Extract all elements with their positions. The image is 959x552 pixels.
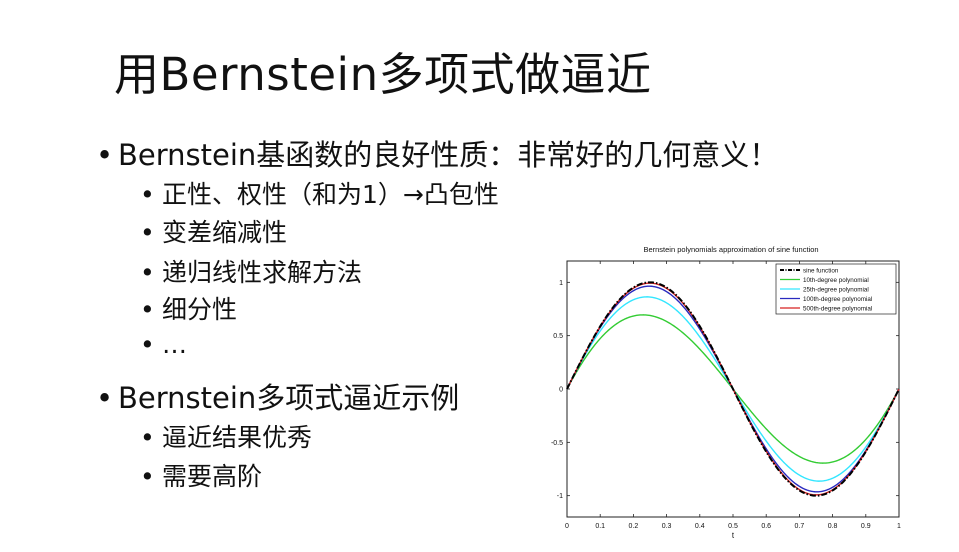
bullet-text: 正性、权性（和为1）→凸包性 [162, 180, 499, 209]
x-tick-label: 0.2 [629, 523, 639, 530]
bullet-dot: • [96, 138, 114, 172]
bullet-text: 逼近结果优秀 [162, 423, 313, 452]
bullet-item: • 变差缩减性 [140, 213, 287, 249]
chart-title: Bernstein polynomials approximation of s… [643, 245, 818, 254]
legend-label: 100th-degree polynomial [803, 296, 872, 303]
bullet-item: •… [140, 330, 187, 359]
bullet-text: 细分性 [162, 295, 238, 324]
y-tick-label: -0.5 [551, 440, 563, 447]
x-tick-label: 0.4 [695, 523, 705, 530]
bullet-dot: • [140, 258, 155, 287]
bullet-text: 需要高阶 [162, 462, 263, 491]
y-tick-label: 0 [559, 387, 563, 394]
bullet-dot: • [140, 423, 155, 452]
x-tick-label: 0.6 [761, 523, 771, 530]
bullet-dot: • [140, 180, 155, 209]
x-tick-label: 0.1 [595, 523, 605, 530]
y-tick-label: 0.5 [553, 333, 563, 340]
bullet-item: • Bernstein多项式逼近示例 [96, 375, 459, 417]
bullet-text: 变差缩减性 [162, 218, 288, 247]
x-tick-label: 0.3 [662, 523, 672, 530]
x-axis-label: t [732, 531, 735, 540]
slide-title: 用Bernstein多项式做逼近 [114, 48, 652, 101]
bullet-item: • Bernstein基函数的良好性质：非常好的几何意义！ [96, 132, 778, 174]
legend-label: 25th-degree polynomial [803, 287, 869, 294]
legend-label: 500th-degree polynomial [803, 306, 872, 313]
chart: Bernstein polynomials approximation of s… [540, 240, 920, 550]
y-tick-label: -1 [557, 493, 563, 500]
bullet-item: • 需要高阶 [140, 457, 262, 493]
x-tick-label: 0.9 [861, 523, 871, 530]
bullet-text: Bernstein基函数的良好性质：非常好的几何意义！ [118, 138, 779, 172]
bullet-dot: • [140, 218, 155, 247]
bullet-item: • 递归线性求解方法 [140, 253, 362, 289]
chart-svg: Bernstein polynomials approximation of s… [551, 245, 901, 540]
x-tick-label: 0.7 [795, 523, 805, 530]
y-tick-label: 1 [559, 280, 563, 287]
bullet-dot: • [140, 330, 155, 359]
x-tick-label: 0.8 [828, 523, 838, 530]
legend-label: 10th-degree polynomial [803, 277, 869, 284]
bullet-dot: • [96, 381, 114, 415]
x-tick-label: 1 [897, 523, 901, 530]
bullet-item: • 细分性 [140, 290, 237, 326]
series-line [566, 281, 900, 497]
bullet-text: … [162, 330, 187, 359]
bullet-text: Bernstein多项式逼近示例 [118, 381, 460, 415]
legend-label: sine function [803, 268, 839, 275]
bullet-text: 递归线性求解方法 [162, 258, 363, 287]
x-tick-label: 0 [565, 523, 569, 530]
bullet-dot: • [140, 295, 155, 324]
bullet-item: • 正性、权性（和为1）→凸包性 [140, 175, 499, 211]
bullet-item: • 逼近结果优秀 [140, 418, 312, 454]
x-tick-label: 0.5 [728, 523, 738, 530]
bullet-dot: • [140, 462, 155, 491]
